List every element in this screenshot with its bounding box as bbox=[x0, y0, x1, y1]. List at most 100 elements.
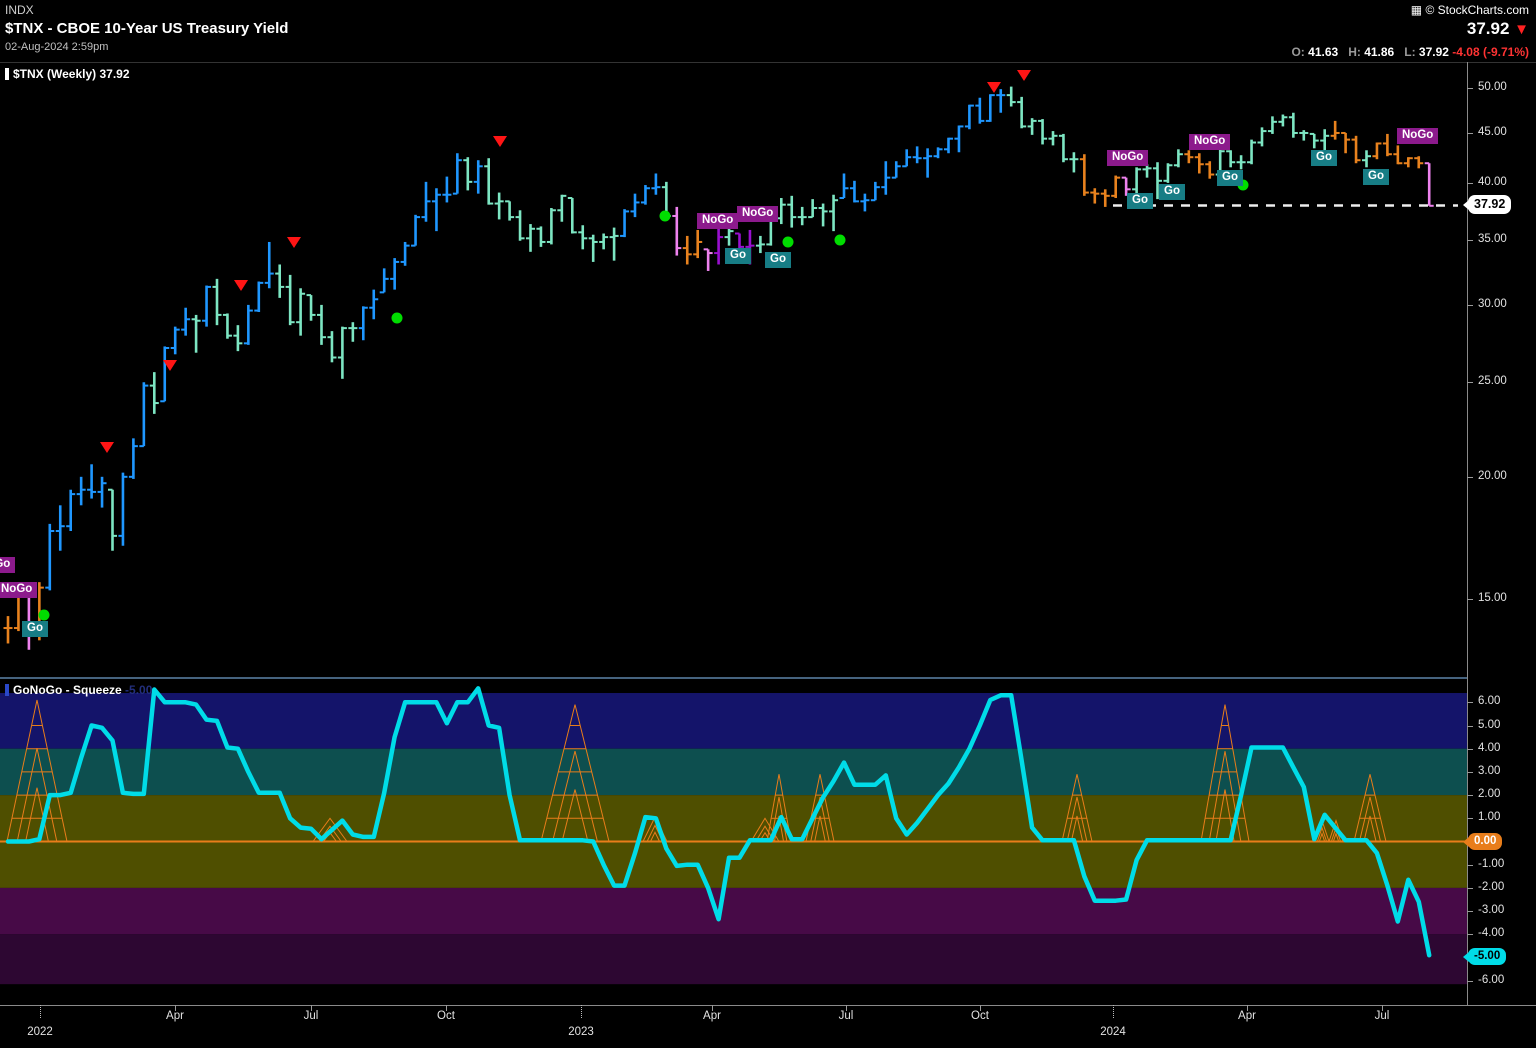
price-bar bbox=[181, 307, 191, 336]
price-bar bbox=[285, 274, 295, 326]
price-bar bbox=[1382, 133, 1392, 157]
price-bar bbox=[505, 200, 515, 221]
price-bar bbox=[97, 476, 107, 508]
price-bar bbox=[348, 322, 358, 342]
price-bar bbox=[1017, 96, 1027, 129]
go-label: Go bbox=[22, 621, 48, 637]
price-bar bbox=[1351, 135, 1361, 164]
ohlc-readout: O: 41.63 H: 41.86 L: 37.92 -4.08 (-9.71%… bbox=[1291, 45, 1529, 59]
y-axis-tick-mark bbox=[1467, 382, 1473, 384]
change-readout: -4.08 (-9.71%) bbox=[1452, 45, 1529, 59]
price-bar bbox=[66, 489, 76, 532]
price-bar bbox=[191, 314, 201, 353]
price-bar bbox=[1393, 145, 1403, 165]
main-chart-legend[interactable]: $TNX (Weekly) 37.92 bbox=[5, 67, 130, 81]
price-bar bbox=[902, 149, 912, 168]
price-bar bbox=[306, 294, 316, 321]
price-bar bbox=[536, 226, 546, 247]
y-axis-tick-mark bbox=[1467, 88, 1473, 90]
x-axis-tick-mark bbox=[581, 1005, 583, 1018]
price-bar bbox=[818, 203, 828, 227]
squeeze-panel-divider bbox=[0, 677, 1467, 679]
price-bar bbox=[222, 313, 232, 339]
y-axis-tick-mark bbox=[1467, 818, 1473, 820]
y-axis-tick-label: 3.00 bbox=[1478, 764, 1501, 777]
price-bar bbox=[693, 229, 703, 259]
price-bar bbox=[1267, 116, 1277, 134]
price-bar bbox=[170, 326, 180, 355]
price-bar bbox=[996, 89, 1006, 113]
x-axis-tick-label: Jul bbox=[838, 1010, 854, 1022]
price-bar bbox=[546, 208, 556, 245]
price-bar bbox=[933, 147, 943, 159]
price-bar bbox=[275, 264, 285, 298]
x-axis-tick-mark bbox=[712, 1005, 713, 1011]
price-bar bbox=[243, 304, 253, 345]
price-bar bbox=[452, 153, 462, 195]
price-bar bbox=[703, 248, 713, 271]
squeeze-oscillator-line bbox=[5, 686, 1432, 958]
price-bar bbox=[390, 258, 400, 290]
y-axis-tick-mark bbox=[1467, 304, 1473, 306]
price-bar bbox=[881, 161, 891, 195]
y-axis-tick-mark bbox=[1467, 911, 1473, 913]
y-axis-tick-label: 25.00 bbox=[1478, 375, 1507, 388]
squeeze-last-badge: -5.00 bbox=[1462, 948, 1507, 965]
price-bar bbox=[45, 523, 55, 591]
price-bar bbox=[620, 209, 630, 238]
price-bar bbox=[264, 241, 274, 289]
squeeze-legend[interactable]: GoNoGo - Squeeze -5.00 bbox=[5, 683, 152, 697]
price-bar bbox=[1173, 149, 1183, 168]
down-triangle-icon: ▼ bbox=[1514, 21, 1529, 38]
price-bar bbox=[1184, 150, 1194, 164]
y-axis-tick-label: -2.00 bbox=[1478, 880, 1505, 893]
price-bar bbox=[714, 227, 724, 265]
price-bar bbox=[202, 285, 212, 327]
price-bar bbox=[797, 206, 807, 226]
price-bar bbox=[431, 188, 441, 232]
y-axis-tick-label: 4.00 bbox=[1478, 741, 1501, 754]
price-bar bbox=[609, 227, 619, 261]
price-bar bbox=[1069, 152, 1079, 173]
price-bar bbox=[149, 372, 159, 414]
price-bar bbox=[1205, 161, 1215, 179]
stockcharts-copyright: ▦ © StockCharts.com bbox=[1410, 3, 1529, 17]
legend-marker bbox=[5, 684, 9, 696]
price-bar bbox=[557, 194, 567, 222]
price-bar bbox=[421, 181, 431, 222]
price-bar bbox=[118, 472, 128, 546]
axis-border bbox=[1467, 62, 1468, 1005]
nogo-triangle-icon bbox=[100, 442, 114, 453]
price-bar bbox=[526, 224, 535, 252]
x-axis-tick-mark bbox=[1113, 1005, 1115, 1018]
price-bar bbox=[3, 616, 13, 644]
y-axis-tick-label: 50.00 bbox=[1478, 81, 1507, 94]
exchange-label: INDX bbox=[5, 3, 34, 17]
price-bar bbox=[1153, 162, 1162, 200]
price-bar bbox=[1320, 129, 1330, 152]
go-dot-icon bbox=[38, 609, 50, 621]
x-axis-tick-label: 2024 bbox=[1100, 1026, 1126, 1038]
price-bar bbox=[55, 505, 65, 551]
price-bar bbox=[964, 104, 974, 130]
price-bar bbox=[379, 268, 389, 294]
price-bar bbox=[1194, 153, 1204, 174]
price-bar bbox=[1257, 127, 1267, 147]
y-axis-tick-mark bbox=[1467, 598, 1473, 600]
price-bar bbox=[76, 476, 86, 506]
y-axis-tick-mark bbox=[1467, 182, 1473, 184]
price-bar bbox=[599, 233, 609, 250]
go-label: Go bbox=[1363, 169, 1389, 185]
price-bar bbox=[254, 281, 264, 313]
price-bar bbox=[1142, 164, 1152, 178]
x-axis-line bbox=[0, 1005, 1536, 1006]
price-bar bbox=[1403, 157, 1413, 168]
x-axis-tick-mark bbox=[311, 1005, 312, 1011]
go-dot-icon bbox=[782, 236, 794, 248]
price-bar bbox=[128, 438, 138, 479]
header-divider bbox=[0, 62, 1536, 63]
price-bar bbox=[1027, 118, 1037, 135]
y-axis-tick-label: 30.00 bbox=[1478, 297, 1507, 310]
x-axis-tick-label: Apr bbox=[166, 1010, 184, 1022]
